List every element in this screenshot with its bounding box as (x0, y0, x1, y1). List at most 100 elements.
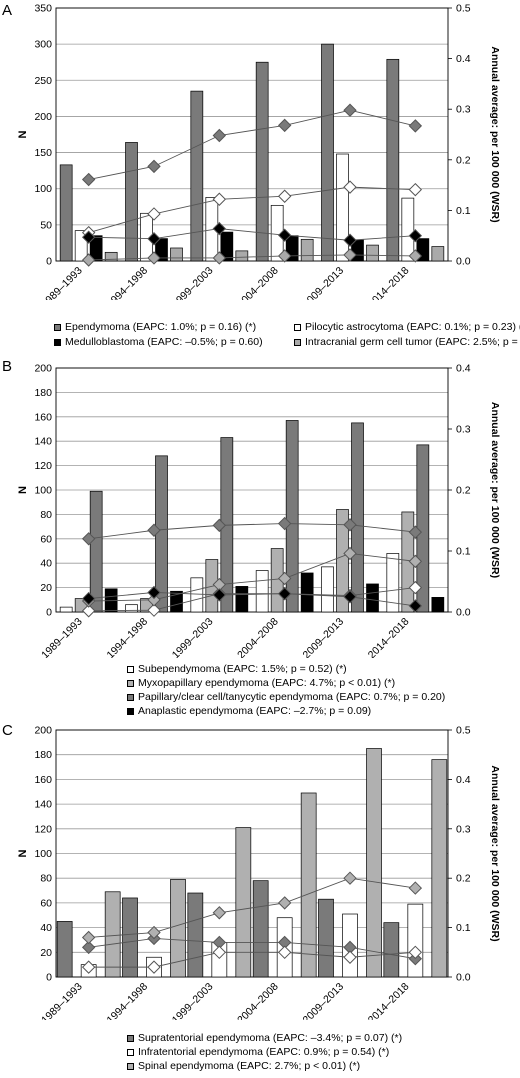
panel-a: A 0 50 100 150 200 250 300 350 0.0 0.1 0.2 0.3 0.4 0.… (0, 0, 520, 350)
rate-marker-medulloblastoma (147, 232, 161, 246)
rate-marker-infratentorial-ependymoma (147, 960, 161, 974)
y2-tick-label: 0.4 (456, 363, 471, 375)
y-tick-label: 180 (34, 387, 52, 399)
y2-tick-label: 0.0 (456, 607, 471, 619)
rate-marker-pilocytic-astrocytoma (408, 182, 423, 197)
rate-marker-intracranial-germ-cell-tumor (81, 253, 96, 267)
legend-label-subependymoma: Subependymoma (EAPC: 1.5%; p = 0.52) (*) (138, 663, 347, 675)
plot-frame (55, 7, 449, 262)
legend-swatch-subependymoma (127, 666, 134, 673)
y-tick-label: 0 (46, 256, 52, 268)
rate-marker-ependymoma (408, 119, 423, 133)
y-tick-label: 140 (34, 436, 52, 448)
rate-line-subependymoma (88, 587, 416, 612)
rate-line-infratentorial-ependymoma (88, 951, 416, 968)
rate-marker-ependymoma (277, 118, 292, 133)
y-tick-label: 200 (34, 363, 52, 375)
rate-marker-intracranial-germ-cell-tumor (212, 251, 227, 265)
bar-intracranial-germ-cell-tumor (300, 238, 314, 262)
rate-marker-infratentorial-ependymoma (81, 960, 96, 974)
panel-letter-b: B (2, 358, 13, 375)
rate-marker-ependymoma (212, 128, 227, 143)
rate-line-medulloblastoma (88, 228, 416, 241)
y-tick-label: 20 (40, 947, 52, 959)
y2-tick-label: 0.0 (456, 972, 471, 984)
y2-tick-label: 0.1 (456, 922, 471, 934)
bar-ependymoma (190, 90, 204, 262)
legend-swatch-anaplastic (127, 708, 134, 715)
bar-ependymoma (59, 164, 73, 262)
bar-spinal-ependymoma (300, 792, 317, 978)
legend-item-medulloblastoma: Medulloblastoma (EAPC: –0.5%; p = 0.60) (54, 336, 263, 349)
y-tick-label: 120 (34, 460, 52, 472)
bar-ependymoma (321, 43, 334, 262)
bar-subependymoma (125, 604, 138, 613)
rate-line-anaplastic-ependymoma (88, 592, 416, 607)
bar-supratentorial-ependymoma (122, 897, 138, 978)
rate-marker-intracranial-germ-cell-tumor (277, 249, 292, 263)
legend-swatch-infratentorial (127, 1049, 134, 1056)
y-tick-label: 160 (34, 411, 52, 423)
chart-c: 0 20 40 60 80 100 120 140 160 180 200 0.0 0.1 0.2 0.3 0… (17, 725, 501, 1021)
y-tick-label: 50 (40, 219, 52, 231)
x-tick-label: 1999–2003 (170, 616, 216, 658)
rate-marker-myxopapillary-ependymoma (147, 593, 161, 607)
bar-anaplastic-ependymoma (300, 572, 314, 613)
chart-a: 0 50 100 150 200 250 300 350 0.0 0.1 0.2 0.3 0.4 0.5 N… (17, 3, 501, 301)
y2-tick-label: 0.5 (456, 3, 471, 15)
rate-marker-intracranial-germ-cell-tumor (408, 249, 423, 263)
bar-medulloblastoma (220, 231, 234, 262)
y-tick-label: 0 (46, 972, 52, 984)
y2-tick-label: 0.3 (456, 104, 471, 116)
rate-line-spinal-ependymoma (88, 877, 416, 938)
y-tick-label: 200 (34, 111, 52, 123)
legend-a: Ependymoma (EAPC: 1.0%; p = 0.16) (*) Pi… (0, 300, 520, 350)
bar-papillary-clear-cell-tanycytic-ependymoma (89, 490, 103, 613)
y-tick-label: 300 (34, 39, 52, 51)
bar-supratentorial-ependymoma (252, 880, 269, 978)
bar-spinal-ependymoma (170, 879, 186, 978)
bar-subependymoma (190, 577, 204, 613)
bar-supratentorial-ependymoma (318, 898, 334, 978)
legend-swatch-spinal (127, 1063, 134, 1070)
rate-marker-spinal-ependymoma (343, 871, 357, 885)
rate-marker-medulloblastoma (343, 233, 357, 247)
y-tick-label: 100 (34, 485, 52, 497)
rate-marker-anaplastic-ependymoma (408, 599, 423, 613)
legend-swatch-supratentorial (127, 1035, 134, 1042)
bar-intracranial-germ-cell-tumor (366, 244, 379, 262)
bar-anaplastic-ependymoma (366, 583, 379, 613)
bar-papillary-clear-cell-tanycytic-ependymoma (155, 455, 168, 613)
rate-marker-anaplastic-ependymoma (212, 588, 227, 602)
y-axis-title: N (17, 486, 29, 494)
rate-marker-pilocytic-astrocytoma (343, 180, 357, 194)
y-tick-label: 60 (40, 533, 52, 545)
x-tick-label: 1989–1993 (39, 981, 85, 1020)
bar-intracranial-germ-cell-tumor (170, 247, 183, 262)
y-tick-label: 180 (34, 749, 52, 761)
legend-label-infratentorial: Infratentorial ependymoma (EAPC: 0.9%; p… (138, 1046, 390, 1058)
legend-item-germ-cell-tumor: Intracranial germ cell tumor (EAPC: 2.5%… (294, 336, 520, 349)
rate-marker-ependymoma (81, 172, 96, 187)
x-tick-label: 1994–1998 (104, 616, 150, 658)
y-tick-label: 150 (34, 147, 52, 159)
y-tick-label: 40 (40, 922, 52, 934)
y-tick-label: 160 (34, 774, 52, 786)
y2-tick-label: 0.1 (456, 205, 471, 217)
y-tick-label: 40 (40, 558, 52, 570)
y2-tick-label: 0.0 (456, 256, 471, 268)
rate-marker-infratentorial-ependymoma (343, 950, 357, 964)
bar-intracranial-germ-cell-tumor (431, 246, 445, 262)
rate-marker-infratentorial-ependymoma (277, 945, 292, 960)
y-tick-label: 120 (34, 823, 52, 835)
rate-marker-anaplastic-ependymoma (343, 590, 357, 604)
x-tick-label: 2004–2008 (235, 981, 281, 1020)
bar-pilocytic-astrocytoma (401, 197, 415, 262)
plot-frame (55, 729, 449, 978)
y-tick-label: 20 (40, 582, 52, 594)
legend-item-infratentorial: Infratentorial ependymoma (EAPC: 0.9%; p… (127, 1046, 389, 1059)
y-tick-label: 80 (40, 509, 52, 521)
legend-label-supratentorial: Supratentorial ependymoma (EAPC: –3.4%; … (138, 1032, 403, 1044)
bar-papillary-clear-cell-tanycytic-ependymoma (285, 420, 299, 613)
bar-ependymoma (255, 61, 269, 262)
